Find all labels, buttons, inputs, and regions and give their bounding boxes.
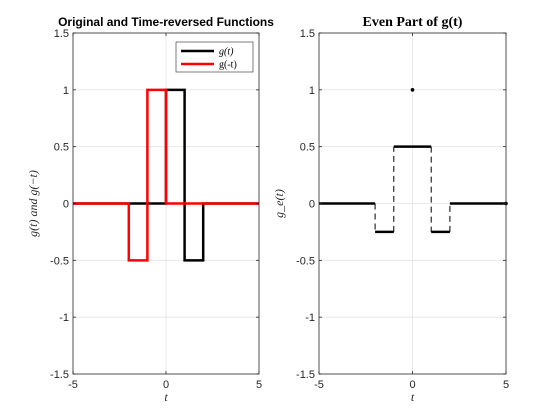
plot-2: -5 0 5 -1.5 -1 -0.5 0 0.5 1 1.5 Even Part of g(t) t… <box>272 15 509 404</box>
x-tick-label: -5 <box>314 379 324 391</box>
series-line-gt <box>73 88 259 262</box>
y-tick-label: -1 <box>305 312 315 324</box>
y-tick-label: 0.5 <box>54 142 69 154</box>
y-axis-label: g(t) and g(−t) <box>26 170 40 237</box>
x-tick-label: 5 <box>256 379 262 391</box>
y-axis-label: g_e(t) <box>272 189 286 218</box>
y-tick-label: -1 <box>59 312 69 324</box>
y-tick-label: -1.5 <box>50 369 69 381</box>
chart-title: Original and Time-reversed Functions <box>58 15 274 29</box>
y-tick-label: -0.5 <box>50 255 69 267</box>
legend-entry: g(-t) <box>219 60 237 71</box>
x-axis-label: t <box>164 390 168 404</box>
y-tick-label: 0.5 <box>300 142 315 154</box>
x-tick-label: -5 <box>68 379 78 391</box>
y-tick-label: 0 <box>309 199 315 211</box>
y-tick-label: -1.5 <box>296 369 315 381</box>
legend: g(t) g(-t) <box>175 41 254 73</box>
x-axis-label: t <box>411 390 415 404</box>
y-tick-label: 0 <box>63 199 69 211</box>
x-tick-label: 5 <box>503 379 509 391</box>
x-tick-label: 0 <box>163 379 169 391</box>
x-tick-label: 0 <box>409 379 415 391</box>
y-tick-label: 1.5 <box>300 28 315 40</box>
legend-entry: g(t) <box>219 47 234 58</box>
legend-box <box>175 41 254 73</box>
y-tick-label: 1 <box>63 85 69 97</box>
y-tick-label: -0.5 <box>296 255 315 267</box>
chart-title: Even Part of g(t) <box>363 15 463 30</box>
y-tick-label: 1.5 <box>54 28 69 40</box>
y-tick-label: 1 <box>309 85 315 97</box>
data-point <box>410 88 415 92</box>
